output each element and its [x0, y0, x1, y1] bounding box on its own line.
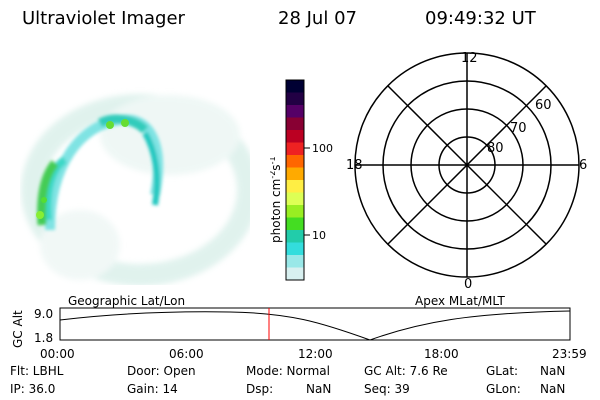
glon-value: NaN	[540, 382, 566, 396]
lat-label-60: 60	[535, 98, 552, 113]
auroral-image	[21, 94, 250, 285]
mlt-label-6: 6	[579, 158, 587, 173]
colorbar-segment	[286, 92, 304, 106]
colorbar-segment	[286, 267, 304, 281]
mode-status: Mode: Normal	[246, 364, 330, 378]
y-tick: 9.0	[34, 307, 53, 321]
colorbar-segment	[286, 217, 304, 231]
door-status: Door: Open	[127, 364, 196, 378]
altitude-timeline: GC Alt 9.0 1.8 00:00 06:00 12:00 18:00 2…	[11, 307, 587, 361]
lat-label-70: 70	[510, 121, 527, 136]
gain-status: Gain: 14	[127, 382, 178, 396]
colorbar-segment	[286, 105, 304, 118]
colorbar-segment	[286, 142, 304, 156]
colorbar-segment	[286, 192, 304, 206]
colorbar-segment	[286, 205, 304, 218]
x-tick: 18:00	[424, 347, 459, 361]
seq-status: Seq: 39	[364, 382, 410, 396]
colorbar-segment	[286, 255, 304, 268]
dsp-value: NaN	[306, 382, 332, 396]
y-tick: 1.8	[34, 331, 53, 345]
date-label: 28 Jul 07	[278, 8, 357, 29]
mlt-label-18: 18	[346, 158, 363, 173]
geographic-latlon-title: Geographic Lat/Lon	[68, 294, 186, 308]
colorbar-unit-label: photon cm-2s-1	[270, 156, 283, 243]
mlt-label-0: 0	[464, 277, 472, 292]
time-label: 09:49:32 UT	[425, 8, 536, 29]
glat-status: GLat:	[486, 364, 519, 378]
x-tick: 06:00	[169, 347, 204, 361]
colorbar: 100 10 photon cm-2s-1	[270, 79, 333, 281]
colorbar-segment	[286, 80, 304, 93]
colorbar-segment	[286, 242, 304, 256]
glat-value: NaN	[540, 364, 566, 378]
colorbar-segment	[286, 180, 304, 193]
x-tick: 00:00	[40, 347, 75, 361]
mlt-label-12: 12	[461, 51, 478, 66]
x-tick: 12:00	[298, 347, 333, 361]
ip-status: IP: 36.0	[10, 382, 56, 396]
colorbar-segment	[286, 117, 304, 131]
dsp-status: Dsp:	[246, 382, 274, 396]
colorbar-segment	[286, 167, 304, 181]
colorbar-segment	[286, 130, 304, 143]
polar-dial: 12 0 18 6 60 70 80	[346, 51, 587, 292]
gcalt-status: GC Alt: 7.6 Re	[364, 364, 448, 378]
gc-alt-axis-label: GC Alt	[11, 310, 25, 348]
colorbar-segment	[286, 155, 304, 168]
colorbar-tick: 100	[312, 142, 333, 155]
x-tick: 23:59	[552, 347, 587, 361]
glon-status: GLon:	[486, 382, 521, 396]
app-title: Ultraviolet Imager	[22, 8, 185, 29]
lat-label-80: 80	[487, 141, 504, 156]
colorbar-tick: 10	[312, 229, 326, 242]
apex-mlat-mlt-title: Apex MLat/MLT	[415, 294, 505, 308]
flt-status: Flt: LBHL	[10, 364, 64, 378]
colorbar-segment	[286, 230, 304, 243]
